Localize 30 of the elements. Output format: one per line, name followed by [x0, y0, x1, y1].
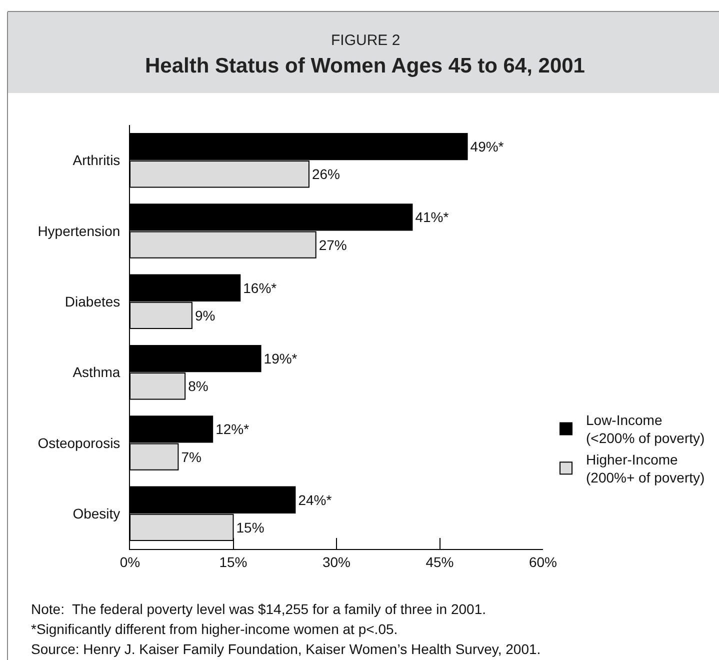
legend-label: Higher-Income (200%+ of poverty)	[586, 451, 705, 486]
data-label: 19%*	[264, 350, 298, 367]
data-label: 24%*	[298, 492, 332, 508]
text: Note: The federal poverty level was $14,255 for a family of three in 2001.	[31, 601, 486, 617]
x-tick-label: 45%	[426, 554, 454, 570]
y-tick-label: Arthritis	[72, 152, 120, 168]
data-label: 16%*	[243, 280, 278, 296]
y-tick-label: Obesity	[72, 506, 120, 522]
x-tick-label: 30%	[322, 554, 351, 570]
y-tick-label: Asthma	[72, 364, 120, 380]
chart-title: Health Status of Women Ages 45 to 64, 2001	[145, 54, 586, 78]
data-label: 27%	[318, 236, 347, 253]
source-note: Source: Henry J. Kaiser Family Foundation, Kaiser Women’s Health Survey, 2001.	[31, 641, 541, 657]
data-label: 9%	[194, 307, 216, 324]
text: *Significantly different from higher-income women at p<.05.	[31, 621, 398, 637]
chart-subtitle: FIGURE 2	[331, 32, 400, 49]
x-tick-label: 0%	[120, 554, 140, 570]
x-tick-label: 15%	[219, 554, 248, 570]
data-label: 7%	[181, 448, 202, 465]
x-tick-label: 60%	[528, 554, 558, 570]
y-tick-label: Diabetes	[64, 294, 120, 310]
data-label: 12%*	[216, 421, 250, 438]
y-tick-label: Osteoporosis	[38, 434, 120, 451]
data-label: 15%	[236, 519, 264, 536]
data-label: 49%*	[470, 138, 504, 155]
data-label: 8%	[188, 378, 208, 394]
data-label: 26%	[312, 166, 340, 182]
data-label: 41%*	[415, 209, 450, 226]
legend-label: Low-Income (<200% of poverty)	[586, 412, 705, 446]
y-tick-label: Hypertension	[38, 222, 120, 239]
